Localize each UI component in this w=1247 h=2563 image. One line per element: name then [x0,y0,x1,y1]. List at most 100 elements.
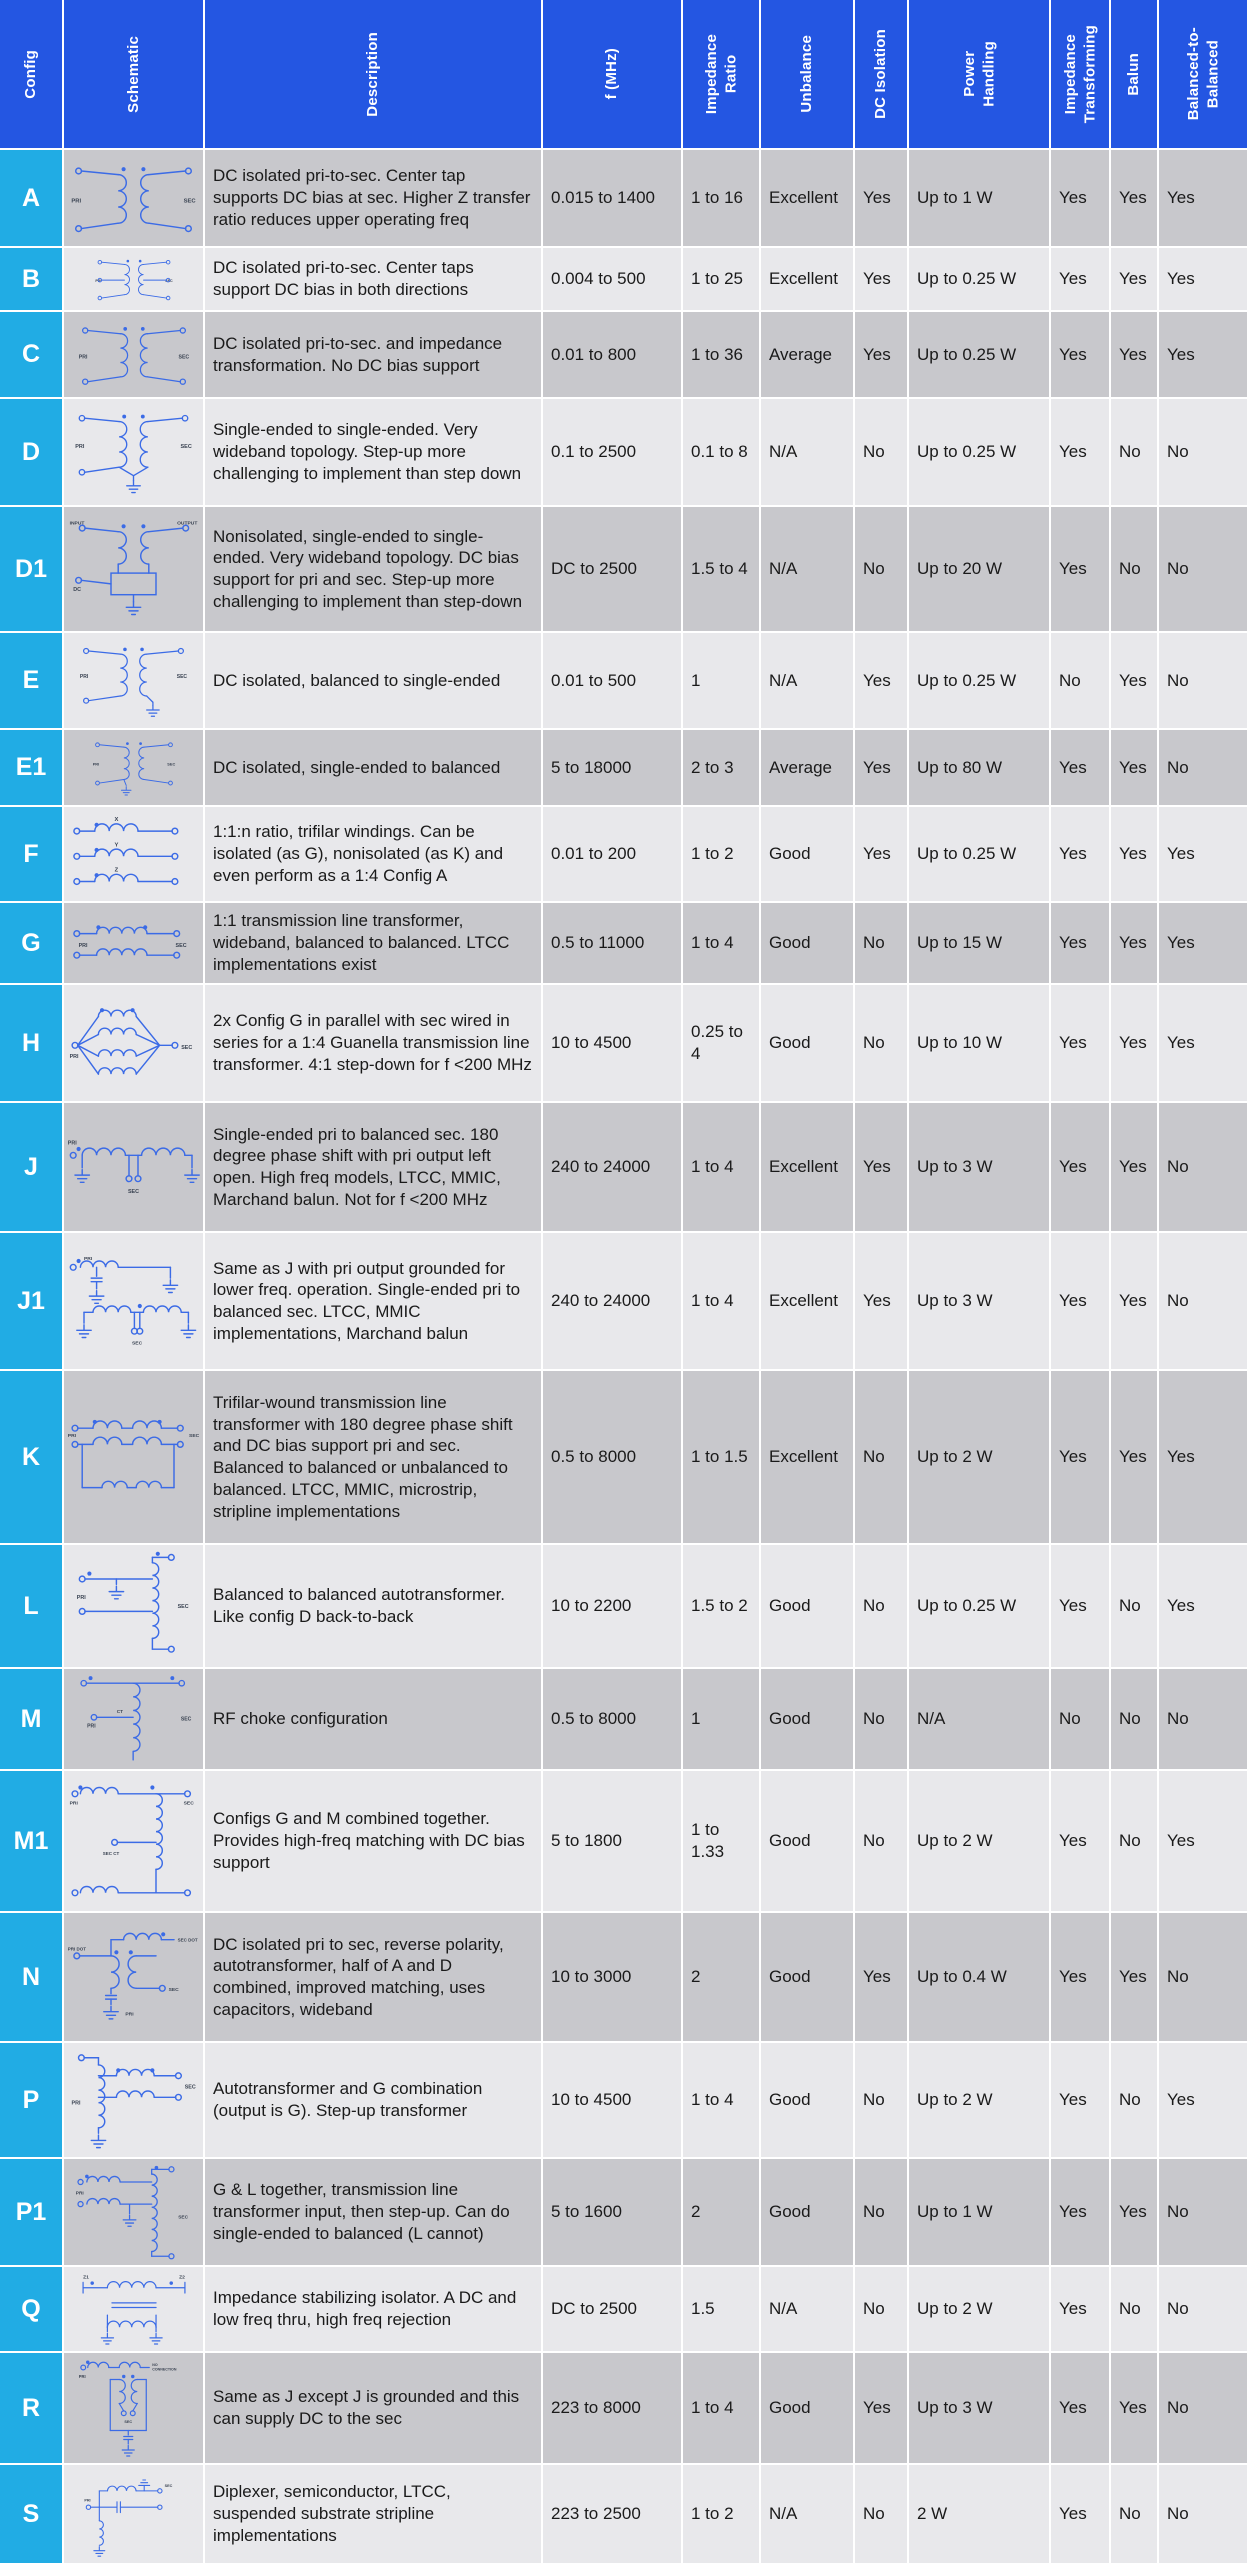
cell-Q-f_mhz: DC to 2500 [543,2267,681,2351]
cell-N-dc_isolation: Yes [855,1913,907,2041]
cell-J-f_mhz: 240 to 24000 [543,1103,681,1231]
cell-D-balanced_to_balanced: No [1159,399,1247,505]
config-cell-F: F [0,807,62,901]
config-cell-K: K [0,1371,62,1543]
schematic-Q-icon: Z1 Z2 [64,2267,203,2351]
column-header-unbalance: Unbalance [761,0,853,148]
cell-M-f_mhz: 0.5 to 8000 [543,1669,681,1769]
cell-B-power_handling: Up to 0.25 W [909,248,1049,310]
config-cell-M: M [0,1669,62,1769]
cell-D-balun: No [1111,399,1157,505]
svg-text:SEC: SEC [167,762,175,767]
schematic-M1-icon: PRI SEC CT SEC [64,1771,203,1911]
cell-S-impedance_transforming: Yes [1051,2465,1109,2563]
svg-text:PRI: PRI [68,1433,77,1439]
cell-N-balanced_to_balanced: No [1159,1913,1247,2041]
cell-A-impedance_ratio: 1 to 16 [683,150,759,246]
cell-K-f_mhz: 0.5 to 8000 [543,1371,681,1543]
column-header-label: Config [22,49,40,99]
config-cell-C: C [0,312,62,397]
cell-H-impedance_ratio: 0.25 to 4 [683,985,759,1101]
cell-P-balanced_to_balanced: Yes [1159,2043,1247,2157]
column-header-label: Unbalance [798,35,816,113]
config-cell-L: L [0,1545,62,1667]
cell-F-unbalance: Good [761,807,853,901]
cell-S-unbalance: N/A [761,2465,853,2563]
cell-E1-description: DC isolated, single-ended to balanced [205,730,541,805]
cell-N-f_mhz: 10 to 3000 [543,1913,681,2041]
cell-D1-power_handling: Up to 20 W [909,507,1049,631]
cell-M1-power_handling: Up to 2 W [909,1771,1049,1911]
cell-M-impedance_transforming: No [1051,1669,1109,1769]
cell-K-impedance_transforming: Yes [1051,1371,1109,1543]
cell-S-power_handling: 2 W [909,2465,1049,2563]
cell-R-balanced_to_balanced: No [1159,2353,1247,2463]
cell-L-power_handling: Up to 0.25 W [909,1545,1049,1667]
column-header-label: f (MHz) [603,48,621,100]
config-cell-A: A [0,150,62,246]
schematic-M-icon: PRI CT SEC [64,1669,203,1769]
config-cell-Q: Q [0,2267,62,2351]
cell-B-description: DC isolated pri-to-sec. Center taps supp… [205,248,541,310]
cell-E1-dc_isolation: Yes [855,730,907,805]
cell-L-impedance_ratio: 1.5 to 2 [683,1545,759,1667]
svg-text:PRI: PRI [125,2011,134,2017]
cell-C-f_mhz: 0.01 to 800 [543,312,681,397]
svg-text:SEC: SEC [184,199,197,205]
cell-N-impedance_transforming: Yes [1051,1913,1109,2041]
cell-P1-balun: Yes [1111,2159,1157,2265]
cell-D-dc_isolation: No [855,399,907,505]
cell-E1-impedance_transforming: Yes [1051,730,1109,805]
column-header-label: Schematic [124,35,142,113]
cell-N-unbalance: Good [761,1913,853,2041]
column-header-description: Description [205,0,541,148]
column-header-impedance_transforming: Impedance Transforming [1051,0,1109,148]
cell-P1-description: G & L together, transmission line transf… [205,2159,541,2265]
cell-R-balun: Yes [1111,2353,1157,2463]
config-cell-R: R [0,2353,62,2463]
cell-J-impedance_ratio: 1 to 4 [683,1103,759,1231]
cell-A-balun: Yes [1111,150,1157,246]
cell-M1-balun: No [1111,1771,1157,1911]
cell-S-description: Diplexer, semiconductor, LTCC, suspended… [205,2465,541,2563]
cell-D1-balanced_to_balanced: No [1159,507,1247,631]
cell-E-f_mhz: 0.01 to 500 [543,633,681,728]
svg-text:SEC: SEC [184,1800,195,1806]
cell-R-impedance_ratio: 1 to 4 [683,2353,759,2463]
svg-text:SEC: SEC [165,279,173,283]
cell-F-impedance_ratio: 1 to 2 [683,807,759,901]
cell-D-unbalance: N/A [761,399,853,505]
schematic-J-icon: SEC PRI [64,1103,203,1231]
schematic-H-icon: SEC PRI [64,985,203,1101]
cell-S-impedance_ratio: 1 to 2 [683,2465,759,2563]
column-header-impedance_ratio: Impedance Ratio [683,0,759,148]
cell-M-balanced_to_balanced: No [1159,1669,1247,1769]
svg-text:PRI: PRI [75,444,85,450]
cell-J1-description: Same as J with pri output grounded for l… [205,1233,541,1369]
svg-text:PRI: PRI [79,943,88,949]
cell-R-description: Same as J except J is grounded and this … [205,2353,541,2463]
config-cell-E: E [0,633,62,728]
cell-D-f_mhz: 0.1 to 2500 [543,399,681,505]
svg-text:SEC CT: SEC CT [103,1851,120,1856]
cell-K-impedance_ratio: 1 to 1.5 [683,1371,759,1543]
svg-text:PRI: PRI [70,1800,79,1806]
svg-text:SEC: SEC [132,1340,143,1346]
svg-text:SEC: SEC [180,1717,191,1723]
cell-G-impedance_transforming: Yes [1051,903,1109,983]
cell-P1-unbalance: Good [761,2159,853,2265]
config-cell-B: B [0,248,62,310]
column-header-balun: Balun [1111,0,1157,148]
cell-P-impedance_transforming: Yes [1051,2043,1109,2157]
config-cell-N: N [0,1913,62,2041]
cell-M1-impedance_ratio: 1 to 1.33 [683,1771,759,1911]
cell-F-balun: Yes [1111,807,1157,901]
cell-G-impedance_ratio: 1 to 4 [683,903,759,983]
cell-J1-balun: Yes [1111,1233,1157,1369]
svg-text:SEC DOT: SEC DOT [178,1937,198,1942]
schematic-N-icon: SEC DOT PRI DOT SEC PRI [64,1913,203,2041]
svg-text:SEC: SEC [181,1044,192,1050]
cell-J1-unbalance: Excellent [761,1233,853,1369]
cell-S-f_mhz: 223 to 2500 [543,2465,681,2563]
cell-D1-unbalance: N/A [761,507,853,631]
